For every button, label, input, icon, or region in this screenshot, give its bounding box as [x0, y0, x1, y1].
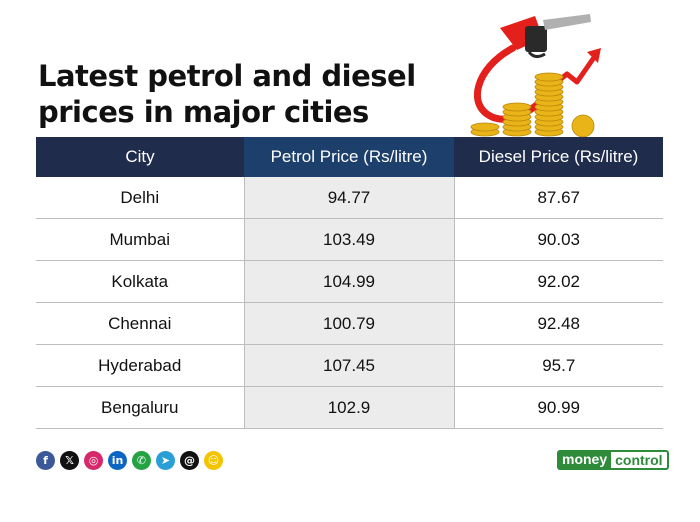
instagram-icon[interactable]: ◎	[84, 451, 103, 470]
whatsapp-icon[interactable]: ✆	[132, 451, 151, 470]
coin-stacks-icon	[470, 72, 595, 138]
cell-petrol-price: 102.9	[243, 386, 455, 429]
x-icon[interactable]: 𝕏	[60, 451, 79, 470]
table-row: Kolkata 104.99 92.02	[36, 260, 663, 303]
moneycontrol-logo: money control	[557, 450, 669, 470]
cell-diesel-price: 92.02	[454, 260, 663, 303]
title-line-2: prices in major cities	[38, 95, 369, 129]
cell-petrol-price: 104.99	[243, 260, 455, 303]
cell-petrol-price: 103.49	[243, 218, 455, 261]
linkedin-icon[interactable]: in	[108, 451, 127, 470]
cell-petrol-price: 107.45	[243, 344, 455, 387]
snapchat-icon[interactable]: ☺	[204, 451, 223, 470]
cell-city: Kolkata	[36, 260, 244, 303]
cell-city: Hyderabad	[36, 344, 244, 387]
header-diesel-price: Diesel Price (Rs/litre)	[454, 137, 663, 177]
page-title: Latest petrol and diesel prices in major…	[38, 58, 416, 130]
cell-diesel-price: 95.7	[454, 344, 663, 387]
cell-city: Delhi	[36, 177, 244, 219]
table-row: Bengaluru 102.9 90.99	[36, 386, 663, 429]
table-header-row: City Petrol Price (Rs/litre) Diesel Pric…	[36, 137, 663, 177]
cell-petrol-price: 100.79	[243, 302, 455, 345]
facebook-icon[interactable]: f	[36, 451, 55, 470]
social-icons-row: f 𝕏 ◎ in ✆ ➤ @ ☺	[36, 451, 223, 470]
cell-diesel-price: 90.03	[454, 218, 663, 261]
table-row: Mumbai 103.49 90.03	[36, 218, 663, 261]
cell-city: Chennai	[36, 302, 244, 345]
cell-diesel-price: 90.99	[454, 386, 663, 429]
header-petrol-price: Petrol Price (Rs/litre)	[244, 137, 454, 177]
table-row: Delhi 94.77 87.67	[36, 177, 663, 219]
fuel-nozzle-coins-illustration	[470, 14, 601, 138]
table-row: Chennai 100.79 92.48	[36, 302, 663, 345]
cell-diesel-price: 87.67	[454, 177, 663, 219]
fuel-price-table: City Petrol Price (Rs/litre) Diesel Pric…	[36, 137, 663, 429]
cell-petrol-price: 94.77	[243, 177, 455, 219]
telegram-icon[interactable]: ➤	[156, 451, 175, 470]
fuel-nozzle-icon	[500, 14, 591, 59]
header-city: City	[36, 137, 244, 177]
logo-part-control: control	[611, 450, 669, 470]
logo-part-money: money	[557, 450, 612, 470]
cell-diesel-price: 92.48	[454, 302, 663, 345]
cell-city: Bengaluru	[36, 386, 244, 429]
table-row: Hyderabad 107.45 95.7	[36, 344, 663, 387]
threads-icon[interactable]: @	[180, 451, 199, 470]
title-line-1: Latest petrol and diesel	[38, 59, 416, 93]
cell-city: Mumbai	[36, 218, 244, 261]
